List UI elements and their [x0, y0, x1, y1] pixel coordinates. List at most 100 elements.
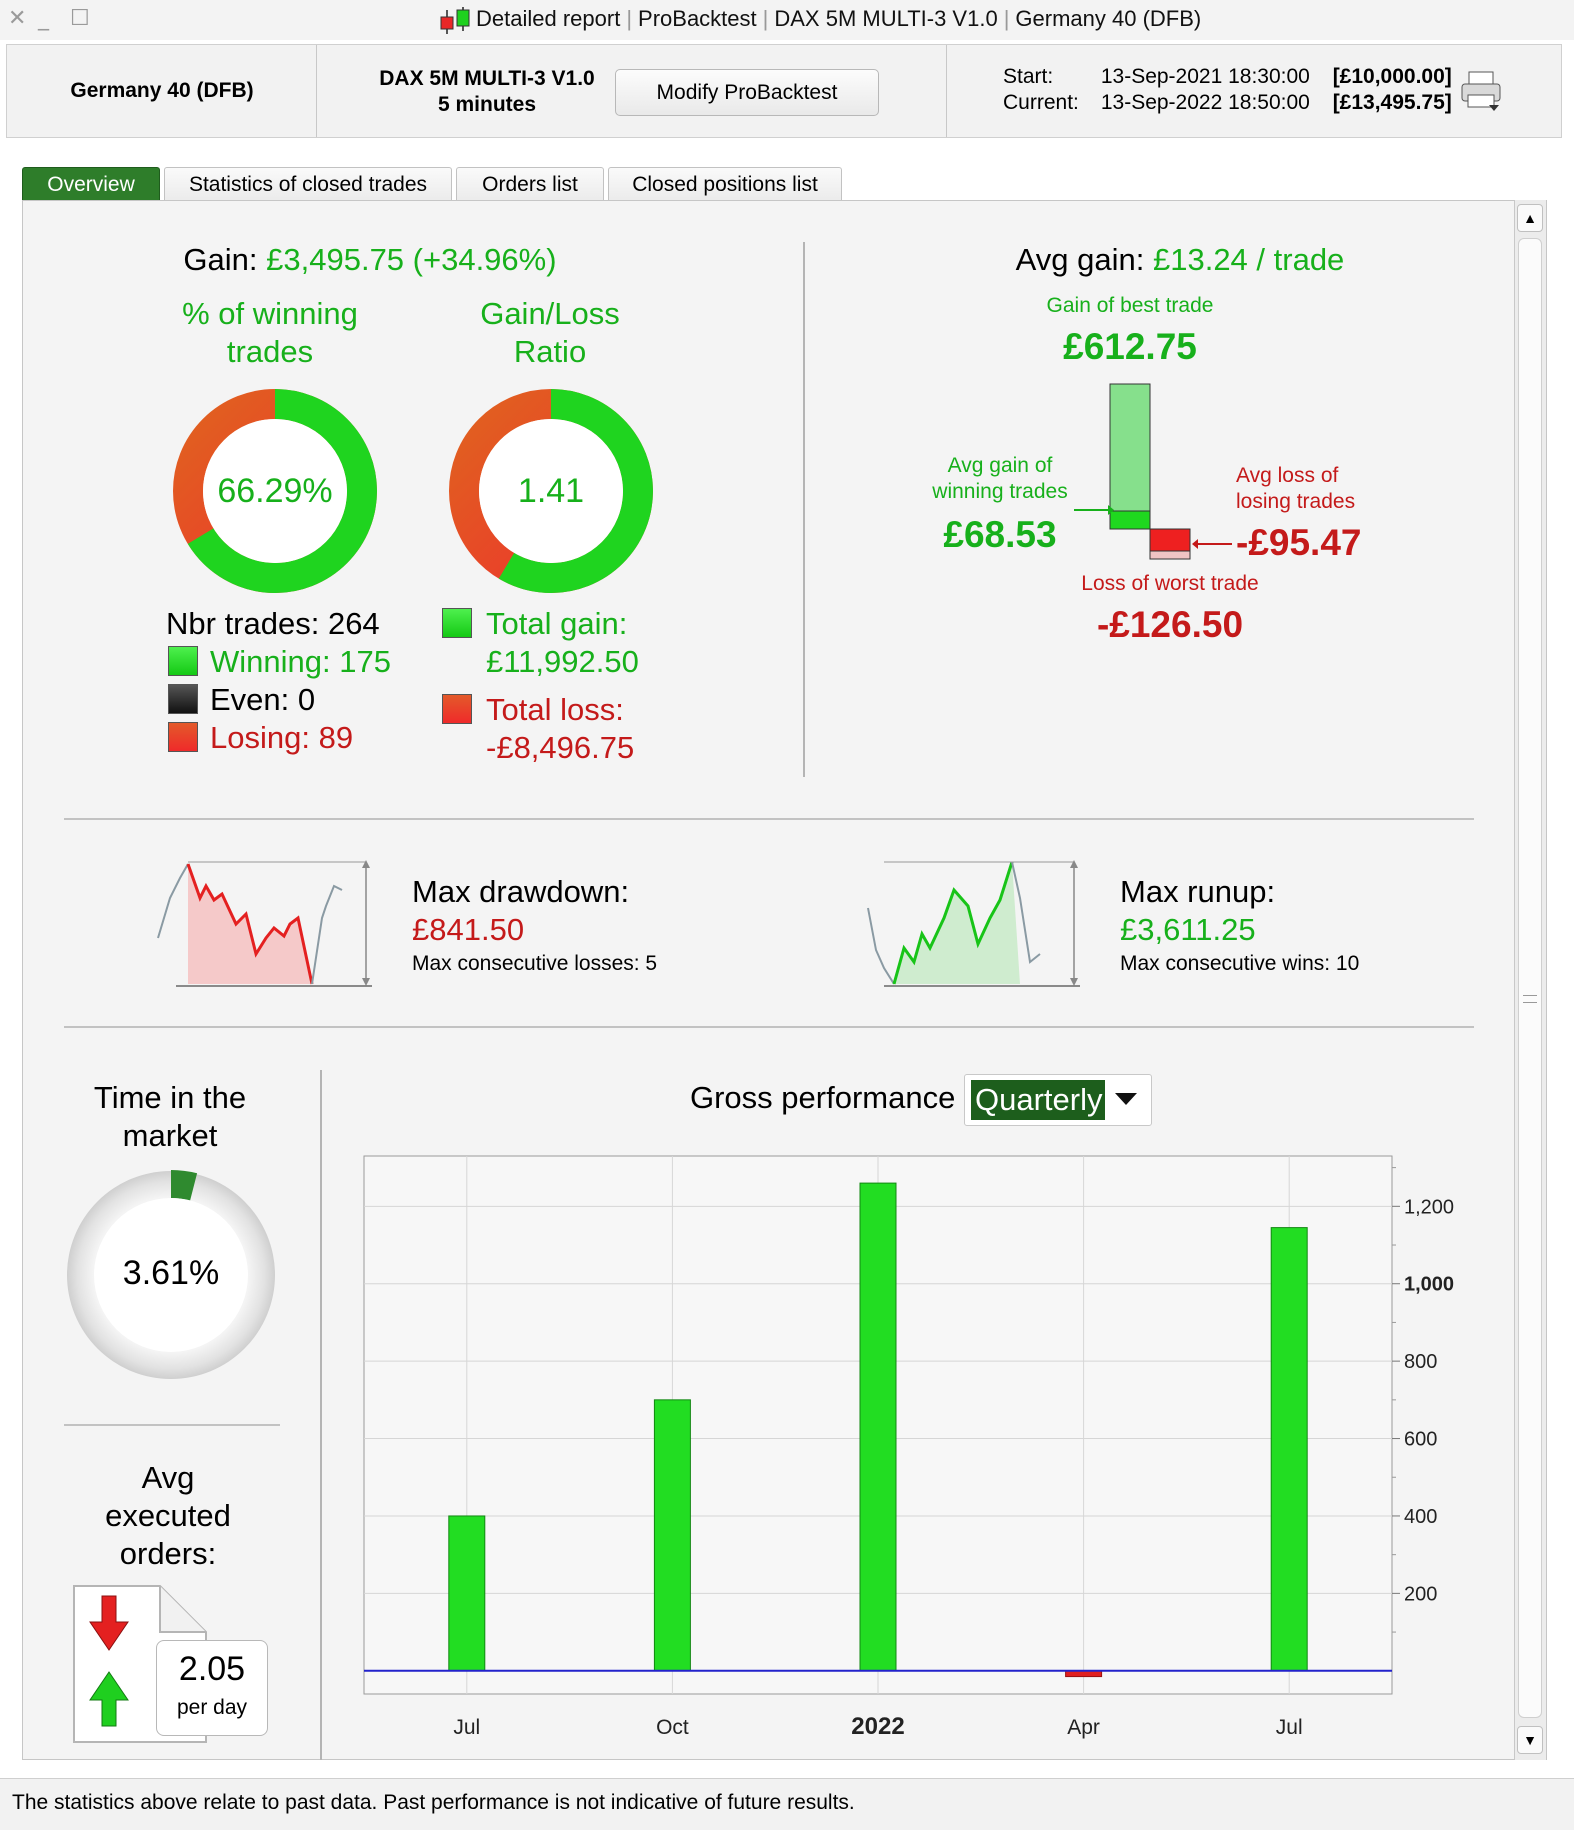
avg-loss-bar — [1149, 528, 1191, 552]
time-in-market-title-line2: market — [122, 1118, 218, 1153]
gl-ratio-title-line2: Ratio — [513, 334, 587, 369]
section-divider — [803, 242, 805, 777]
current-row: Current: 13-Sep-2022 18:50:00 [£13,495.7… — [1003, 91, 1452, 115]
modify-probacktest-button[interactable]: Modify ProBacktest — [615, 69, 879, 116]
y-tick-label: 1,000 — [1404, 1274, 1454, 1296]
y-tick-label: 600 — [1404, 1429, 1437, 1451]
y-tick-label: 1,200 — [1404, 1196, 1454, 1218]
title-part: DAX 5M MULTI-3 V1.0 — [774, 6, 998, 31]
worst-trade-label: Loss of worst trade — [1081, 572, 1259, 595]
total-gain-swatch — [442, 608, 472, 638]
close-window-icon[interactable]: ✕ — [8, 6, 27, 31]
scroll-up-icon[interactable]: ▲ — [1517, 204, 1543, 232]
avg-win-arrow-icon — [1074, 505, 1114, 515]
performance-bar — [653, 1399, 691, 1672]
total-loss-swatch — [442, 694, 472, 724]
even-legend-swatch — [168, 684, 198, 714]
printer-icon[interactable] — [1459, 69, 1505, 113]
winning-trades-donut — [173, 389, 377, 593]
strategy-cell: DAX 5M MULTI-3 V1.0 5 minutes — [317, 45, 947, 137]
max-drawdown-label: Max drawdown: — [412, 874, 630, 909]
donut-time-in-market-arc — [66, 1170, 276, 1380]
avg-orders-unit: per day — [176, 1696, 248, 1719]
max-runup-value: £3,611.25 — [1120, 912, 1256, 947]
best-trade-value: £612.75 — [1063, 326, 1197, 367]
timeframe: 5 minutes — [437, 93, 537, 116]
avg-loss-arrow-icon — [1192, 539, 1232, 549]
report-header: Germany 40 (DFB) DAX 5M MULTI-3 V1.0 5 m… — [6, 44, 1562, 138]
total-gain-label: Total gain: — [486, 606, 628, 641]
orders-per-day-box — [156, 1640, 268, 1736]
x-tick-label: Jul — [1276, 1716, 1303, 1739]
start-capital: [£10,000.00] — [1332, 65, 1452, 88]
avg-loss-label-line1: Avg loss of — [1236, 464, 1339, 487]
title-part: Germany 40 (DFB) — [1015, 6, 1202, 31]
x-tick-label: 2022 — [851, 1713, 904, 1740]
avg-orders-title-line2: executed — [105, 1498, 231, 1533]
avg-loss-value: -£95.47 — [1236, 522, 1362, 563]
minimize-window-icon[interactable]: _ — [38, 6, 49, 31]
gl-ratio-title-line1: Gain/Loss — [480, 296, 620, 331]
section-divider — [64, 818, 1474, 820]
time-in-market-value: 3.61% — [122, 1254, 220, 1292]
gain-loss-ratio-donut — [449, 389, 653, 593]
period-select-value: Quarterly — [971, 1080, 1105, 1120]
tab-orders-list[interactable]: Orders list — [456, 167, 604, 201]
scrollbar-thumb[interactable] — [1518, 238, 1542, 1718]
performance-bar — [1270, 1227, 1308, 1672]
max-drawdown-value: £841.50 — [412, 912, 525, 947]
even-count: Even: 0 — [210, 682, 316, 717]
avg-loss-label-line2: losing trades — [1236, 490, 1356, 513]
title-bar: ✕ _ ☐ Detailed report | ProBacktest | DAX 5M… — [0, 0, 1574, 40]
gross-performance-chart: 200 400 600 800 1,000 1,200 Jul Oct 2022 Apr Jul — [363, 1155, 1454, 1740]
avg-win-bar — [1109, 510, 1151, 530]
x-tick-label: Oct — [656, 1716, 689, 1739]
gross-performance-label: Gross performance — [690, 1080, 956, 1115]
section-divider — [320, 1070, 322, 1760]
tab-closed-positions-list[interactable]: Closed positions list — [608, 167, 842, 201]
current-label: Current: — [1003, 91, 1079, 114]
title-part: Detailed report — [476, 6, 621, 31]
pct-winning-value: 66.29% — [217, 472, 333, 510]
title-part: ProBacktest — [638, 6, 757, 31]
instrument-name: Germany 40 (DFB) — [70, 79, 254, 102]
y-tick-label: 200 — [1404, 1583, 1437, 1605]
avg-orders-value: 2.05 — [178, 1650, 246, 1688]
avg-orders-title-line3: orders: — [119, 1536, 217, 1571]
avg-win-label-line1: Avg gain of — [947, 454, 1053, 477]
max-consecutive-losses: Max consecutive losses: 5 — [412, 952, 658, 975]
max-consecutive-wins: Max consecutive wins: 10 — [1120, 952, 1360, 975]
losing-legend-swatch — [168, 722, 198, 752]
best-trade-bar — [1109, 383, 1151, 530]
maximize-window-icon[interactable]: ☐ — [70, 6, 90, 31]
candlestick-icon — [440, 7, 470, 34]
section-divider — [64, 1424, 280, 1426]
tab-overview[interactable]: Overview — [22, 167, 160, 201]
y-tick-label: 400 — [1404, 1506, 1437, 1528]
vertical-scrollbar[interactable]: ▲ ▼ — [1514, 200, 1546, 1760]
scrollbar-grip-icon — [1523, 995, 1537, 1003]
scroll-down-icon[interactable]: ▼ — [1517, 1726, 1543, 1754]
chevron-down-icon[interactable] — [1115, 1093, 1137, 1105]
disclaimer-text: The statistics above relate to past data… — [12, 1791, 855, 1814]
tab-statistics-closed-trades[interactable]: Statistics of closed trades — [164, 167, 452, 201]
avg-win-label-line2: winning trades — [932, 480, 1068, 503]
strategy-name: DAX 5M MULTI-3 V1.0 — [379, 67, 595, 90]
total-gain-value: £11,992.50 — [486, 644, 639, 679]
pct-winning-title-line2: trades — [226, 334, 314, 369]
current-capital: [£13,495.75] — [1332, 91, 1452, 114]
period-select[interactable]: Quarterly — [964, 1074, 1152, 1126]
donut-gain-arc — [449, 389, 653, 593]
performance-bar — [859, 1182, 897, 1672]
donut-center — [94, 1198, 248, 1352]
nbr-trades: Nbr trades: 264 — [166, 606, 380, 641]
winning-count: Winning: 175 — [210, 644, 391, 679]
donut-center — [203, 419, 347, 563]
x-tick-label: Jul — [453, 1716, 480, 1739]
instrument-cell: Germany 40 (DFB) — [7, 45, 317, 137]
status-bar: The statistics above relate to past data… — [0, 1778, 1574, 1830]
start-row: Start: 13-Sep-2021 18:30:00 [£10,000.00] — [1003, 65, 1452, 89]
max-runup-label: Max runup: — [1120, 874, 1276, 909]
avg-orders-title-line1: Avg — [141, 1460, 195, 1495]
donut-center — [479, 419, 623, 563]
